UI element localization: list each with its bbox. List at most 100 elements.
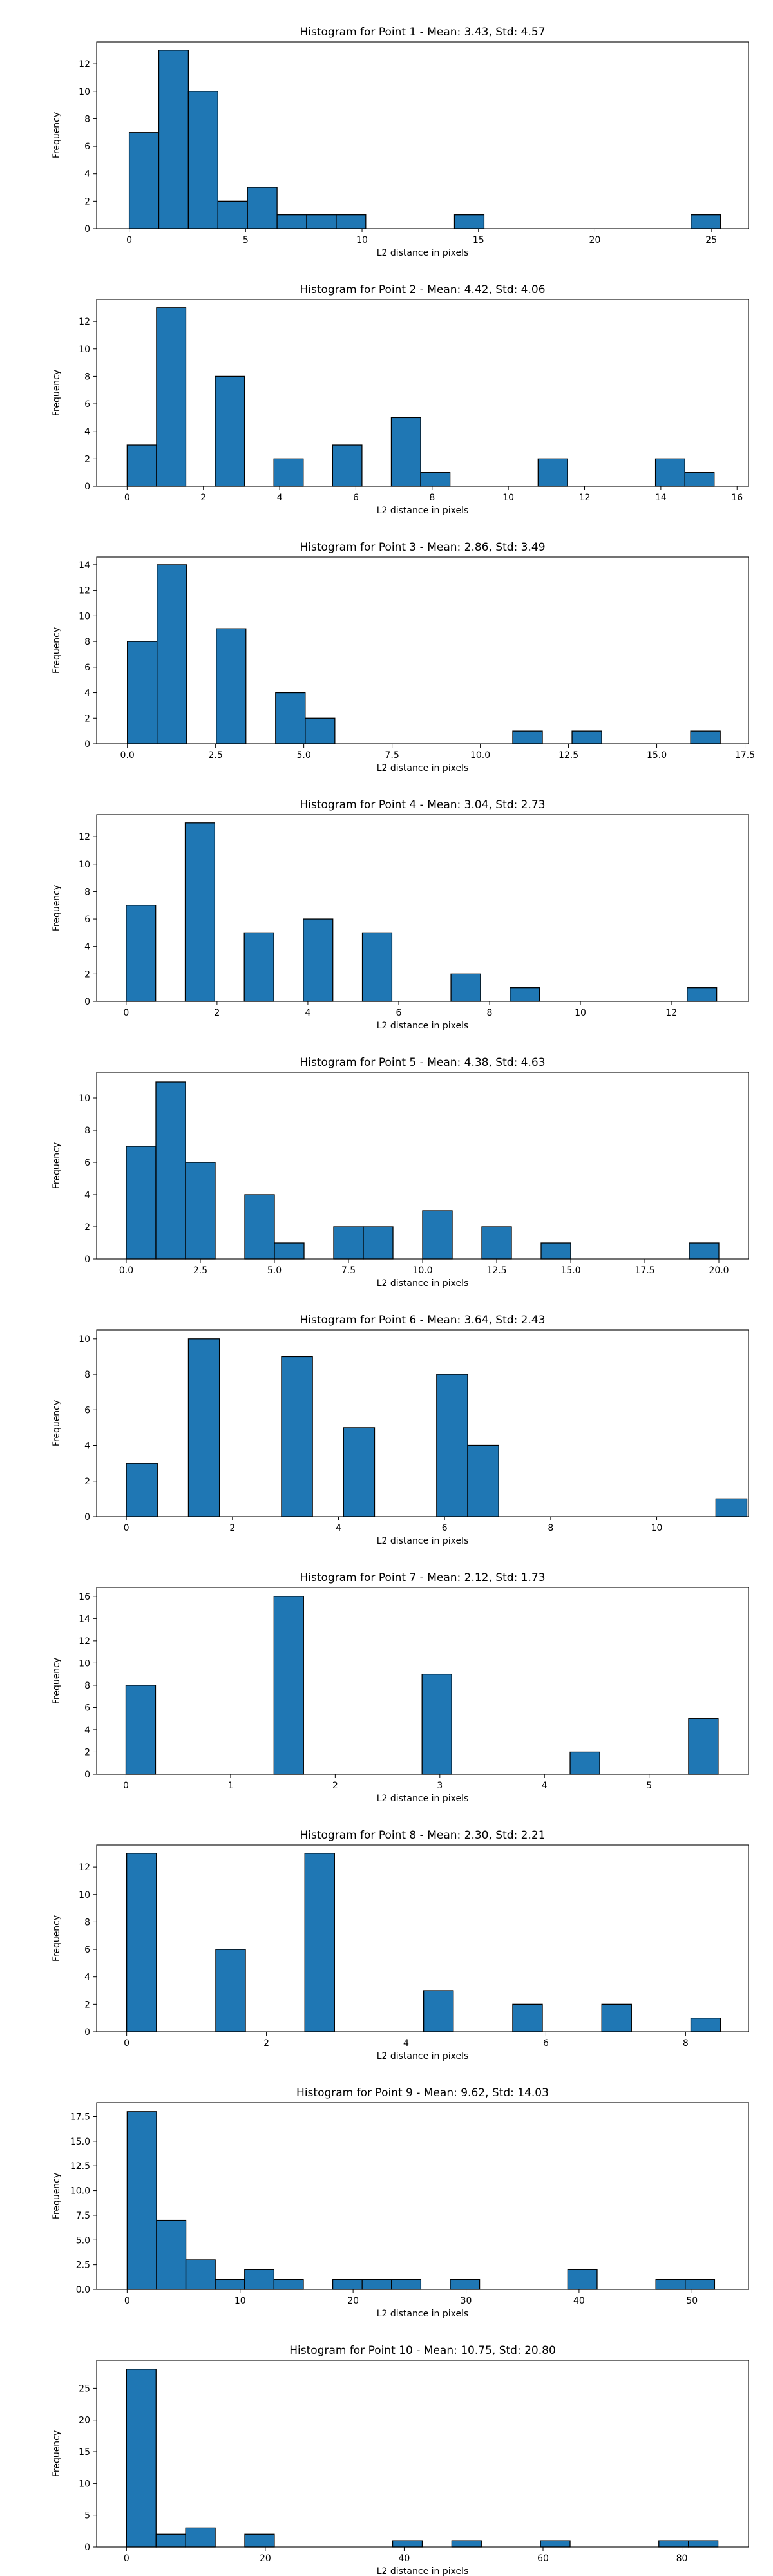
y-tick-label: 0 [84,224,90,234]
x-tick-label: 40 [399,2553,410,2564]
histogram-bar [187,1338,220,1517]
y-tick-label: 8 [84,887,90,897]
y-axis-label: Frequency [52,1400,62,1446]
y-tick-label: 12 [79,1862,90,1873]
histogram-panel-1: 0 5 10 15 20 25 0 2 4 6 8 10 12 Histogram for Point 1… [52,26,749,258]
histogram-bar [450,2279,481,2290]
histogram-bar [157,564,187,744]
axes-frame [96,814,749,1002]
chart-title: Histogram for Point 3 - Mean: 2.86, Std:… [300,541,545,554]
x-tick-label: 7.5 [341,1265,356,1276]
y-tick-label: 4 [84,1441,90,1452]
axes-frame [96,1587,749,1775]
histogram-panel-5: 0.0 2.5 5.0 7.5 10.0 12.5 15.0 17.5 20.0 0 2 4 6 8 10 H… [52,1056,749,1289]
x-tick-label: 6 [442,1523,448,1533]
y-tick-label: 15 [79,2447,90,2458]
x-tick-label: 6 [543,2038,549,2049]
histogram-bar [421,1673,452,1775]
x-tick-label: 20 [347,2296,359,2306]
chart-title: Histogram for Point 1 - Mean: 3.43, Std:… [300,26,545,39]
histogram-bar [687,987,718,1002]
histogram-bar [247,187,278,229]
y-axis-label: Frequency [52,370,62,416]
x-tick-label: 15.0 [560,1265,580,1276]
histogram-bar [684,472,715,487]
histogram-bar [450,973,481,1002]
x-tick-label: 17.5 [735,750,755,761]
x-axis-label: L2 distance in pixels [377,1794,469,1804]
x-tick-label: 0 [123,1008,129,1018]
axes-frame [96,2360,749,2548]
x-tick-label: 0.0 [120,750,135,761]
y-axis-label: Frequency [52,2173,62,2219]
y-axis-label: Frequency [52,1915,62,1962]
y-tick-label: 4 [84,1973,90,1983]
x-tick-label: 4 [277,493,283,503]
histogram-panel-2: 0 2 4 6 8 10 12 14 16 0 2 4 6 8 10 12 Histogram for Poin… [52,283,749,516]
x-tick-label: 0 [123,1781,129,1791]
histogram-bar [215,375,245,487]
y-tick-label: 5.0 [76,2235,90,2246]
histogram-bar [420,472,451,487]
y-tick-label: 12 [79,59,90,70]
y-tick-label: 8 [84,1681,90,1691]
histogram-bar [540,1242,571,1260]
histogram-bar [126,444,157,487]
y-tick-label: 0 [84,1512,90,1522]
x-tick-label: 14 [655,493,667,503]
x-tick-label: 6 [353,493,359,503]
x-tick-label: 4 [305,1008,310,1018]
histogram-bar [243,932,274,1002]
histogram-bar [126,2369,157,2548]
x-tick-label: 5.0 [267,1265,282,1276]
x-tick-label: 0.0 [119,1265,133,1276]
x-tick-label: 15 [473,235,484,245]
chart-title: Histogram for Point 5 - Mean: 4.38, Std:… [300,1056,545,1069]
histogram-bar [126,905,157,1002]
x-tick-label: 60 [537,2553,549,2564]
y-tick-label: 12 [79,317,90,327]
x-tick-label: 2 [332,1781,338,1791]
histogram-bar [691,214,721,229]
y-axis-label: Frequency [52,112,62,158]
y-tick-label: 8 [84,114,90,124]
x-tick-label: 5 [243,235,249,245]
y-tick-label: 4 [84,688,90,699]
histogram-bar [185,2527,216,2548]
y-tick-label: 4 [84,169,90,180]
y-tick-label: 25 [79,2383,90,2394]
y-tick-label: 8 [84,1370,90,1380]
histogram-bar [467,1444,499,1517]
chart-title: Histogram for Point 8 - Mean: 2.30, Std:… [300,1829,545,1842]
y-axis-label: Frequency [52,1142,62,1189]
histogram-bar [685,2279,716,2290]
histogram-bar [343,1427,376,1517]
histogram-bar [126,1853,157,2032]
x-tick-label: 8 [429,493,435,503]
y-axis-label: Frequency [52,2430,62,2477]
histogram-bar [436,1374,468,1517]
histogram-bar [306,214,337,229]
x-tick-label: 20 [260,2553,271,2564]
y-tick-label: 2 [84,196,90,207]
x-tick-label: 12.5 [558,750,578,761]
histogram-bar [128,132,160,229]
y-tick-label: 8 [84,637,90,647]
y-tick-label: 8 [84,1917,90,1927]
chart-title: Histogram for Point 10 - Mean: 10.75, St… [289,2344,556,2357]
histogram-bar [126,1146,157,1260]
x-tick-label: 0 [124,2296,130,2306]
y-tick-label: 15.0 [70,2137,90,2147]
x-tick-label: 0 [126,235,132,245]
histogram-bar [715,1498,748,1517]
y-tick-label: 17.5 [70,2112,90,2122]
y-tick-label: 6 [84,142,90,152]
histogram-bar [512,2003,543,2032]
histogram-bar [185,2259,216,2290]
x-axis-label: L2 distance in pixels [377,2051,469,2061]
x-tick-label: 5.0 [296,750,310,761]
histogram-bar [216,628,247,744]
histogram-bar [423,1990,454,2032]
y-tick-label: 5 [84,2511,90,2521]
histogram-bar [510,987,540,1002]
